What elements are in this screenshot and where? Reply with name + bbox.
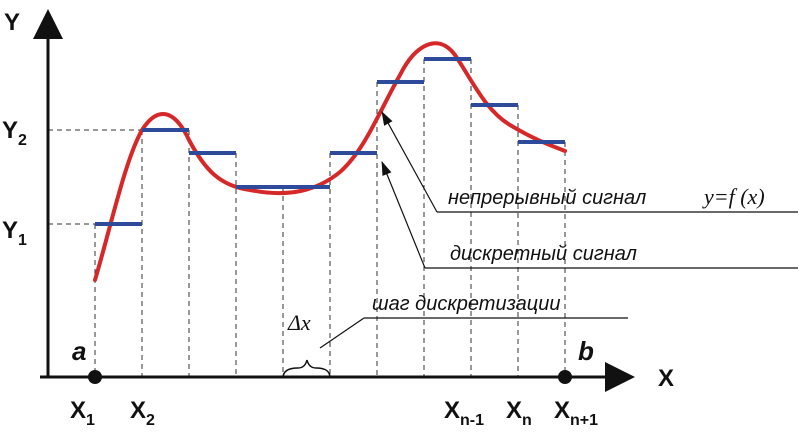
annotation-leaders <box>319 110 798 349</box>
discrete-signal-label: дискретный сигнал <box>450 243 637 265</box>
xn+1-tick-label: Xn+1 <box>554 397 598 429</box>
y-guide-lines <box>48 129 142 225</box>
discrete-signal <box>95 57 565 226</box>
discrete-leader <box>381 160 426 269</box>
xn-tick-label: Xn <box>506 397 532 429</box>
y-axis-label: Y <box>4 9 20 36</box>
sample-dashed-lines <box>94 59 566 377</box>
endpoint-a-dot <box>88 370 102 384</box>
y1-tick-label: Y1 <box>2 217 27 249</box>
endpoint-b-label: b <box>578 336 594 366</box>
delta-brace <box>282 359 331 379</box>
delta-x-label: Δx <box>287 310 311 335</box>
continuous-leader <box>381 110 438 213</box>
xn-1-tick-label: Xn-1 <box>444 397 484 429</box>
y2-tick-label: Y2 <box>2 117 27 149</box>
x1-tick-label: X1 <box>70 397 95 429</box>
sampling-step-label: шаг дискретизации <box>372 293 560 315</box>
continuous-signal-formula: y=f (x) <box>702 184 765 209</box>
endpoint-a-label: a <box>72 336 86 366</box>
continuous-signal-label: непрерывный сигнал <box>448 187 646 209</box>
step-leader <box>319 317 365 349</box>
endpoint-b-dot <box>558 370 572 384</box>
x2-tick-label: X2 <box>130 397 155 429</box>
x-axis-label: X <box>658 365 674 392</box>
